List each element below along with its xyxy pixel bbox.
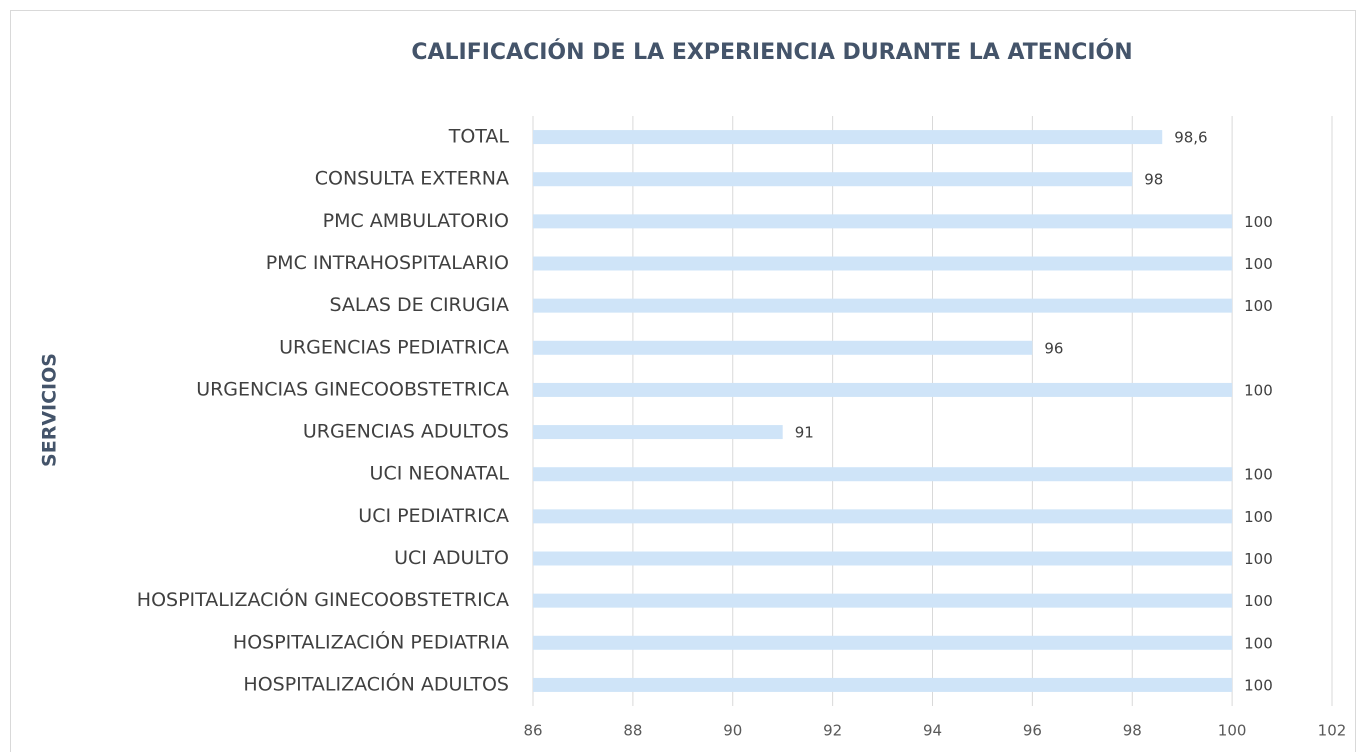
chart-frame xyxy=(10,10,1356,752)
x-tick-label: 90 xyxy=(723,722,742,740)
value-label: 100 xyxy=(1244,213,1273,231)
y-tick-label: HOSPITALIZACIÓN GINECOOBSTETRICA xyxy=(137,587,509,611)
bar xyxy=(533,172,1133,187)
bar xyxy=(533,509,1233,524)
x-tick-label: 100 xyxy=(1218,722,1247,740)
value-label: 96 xyxy=(1044,339,1063,357)
x-tick-label: 96 xyxy=(1023,722,1042,740)
bar xyxy=(533,635,1233,650)
y-tick-label: URGENCIAS ADULTOS xyxy=(303,421,509,443)
chart-title: CALIFICACIÓN DE LA EXPERIENCIA DURANTE L… xyxy=(411,39,1132,65)
value-label: 100 xyxy=(1244,466,1273,484)
y-tick-label: URGENCIAS GINECOOBSTETRICA xyxy=(196,378,509,400)
value-label: 100 xyxy=(1244,634,1273,652)
x-tick-label: 86 xyxy=(523,722,542,740)
value-label: 98 xyxy=(1144,171,1163,189)
y-tick-label: SALAS DE CIRUGIA xyxy=(329,294,509,316)
y-tick-label: CONSULTA EXTERNA xyxy=(315,168,509,190)
x-tick-label: 94 xyxy=(923,722,942,740)
y-tick-label: UCI ADULTO xyxy=(394,547,509,569)
y-tick-label: HOSPITALIZACIÓN PEDIATRIA xyxy=(233,629,509,653)
x-tick-label: 88 xyxy=(623,722,642,740)
value-label: 100 xyxy=(1244,592,1273,610)
bar xyxy=(533,214,1233,229)
y-tick-label: TOTAL xyxy=(448,126,510,148)
bar xyxy=(533,298,1233,313)
x-tick-label: 102 xyxy=(1318,722,1347,740)
value-label: 98,6 xyxy=(1174,129,1207,147)
value-label: 100 xyxy=(1244,508,1273,526)
value-label: 100 xyxy=(1244,297,1273,315)
bar xyxy=(533,467,1233,482)
bar xyxy=(533,340,1033,355)
bar xyxy=(533,677,1233,692)
y-tick-label: URGENCIAS PEDIATRICA xyxy=(279,336,509,358)
value-label: 100 xyxy=(1244,550,1273,568)
y-tick-label: PMC INTRAHOSPITALARIO xyxy=(266,252,509,274)
bar xyxy=(533,425,783,440)
y-tick-label: PMC AMBULATORIO xyxy=(323,210,509,232)
bar xyxy=(533,130,1163,145)
y-tick-label: HOSPITALIZACIÓN ADULTOS xyxy=(243,671,509,695)
y-tick-label: UCI PEDIATRICA xyxy=(358,505,509,527)
bar xyxy=(533,593,1233,608)
value-label: 100 xyxy=(1244,255,1273,273)
value-label: 100 xyxy=(1244,381,1273,399)
y-tick-label: UCI NEONATAL xyxy=(370,463,510,485)
x-tick-label: 92 xyxy=(823,722,842,740)
bar xyxy=(533,382,1233,397)
value-label: 100 xyxy=(1244,676,1273,694)
y-axis-label: SERVICIOS xyxy=(39,353,61,467)
x-tick-label: 98 xyxy=(1123,722,1142,740)
value-label: 91 xyxy=(795,424,814,442)
bar xyxy=(533,551,1233,566)
bar xyxy=(533,256,1233,271)
